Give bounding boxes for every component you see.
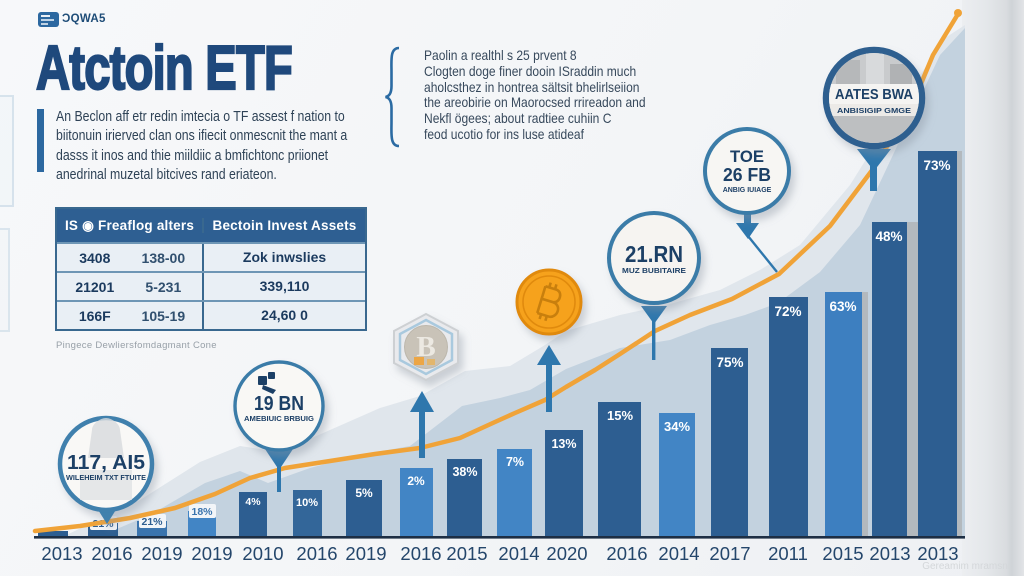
svg-text:38%: 38%	[452, 465, 477, 479]
svg-text:72%: 72%	[774, 304, 801, 319]
svg-text:AMEBIUIC BRBUIG: AMEBIUIC BRBUIG	[244, 414, 314, 423]
svg-text:2016: 2016	[91, 543, 132, 564]
svg-text:2019: 2019	[345, 543, 386, 564]
svg-text:73%: 73%	[923, 158, 950, 173]
svg-text:4%: 4%	[245, 496, 261, 508]
svg-text:18%: 18%	[191, 506, 213, 518]
svg-text:2013: 2013	[917, 543, 958, 564]
svg-text:7%: 7%	[506, 455, 524, 469]
svg-text:B: B	[416, 331, 435, 363]
svg-text:AATES BWA: AATES BWA	[835, 87, 913, 103]
svg-text:26 FB: 26 FB	[723, 165, 771, 185]
svg-text:2017: 2017	[709, 543, 750, 564]
svg-text:2011: 2011	[768, 543, 808, 564]
svg-text:MUZ BUBITAIRE: MUZ BUBITAIRE	[622, 266, 686, 275]
svg-text:ANBIG IUIAGE: ANBIG IUIAGE	[723, 187, 772, 194]
svg-text:2016: 2016	[400, 543, 441, 564]
svg-text:21%: 21%	[141, 516, 163, 528]
svg-text:2019: 2019	[141, 543, 182, 564]
svg-text:2016: 2016	[606, 543, 647, 564]
svg-text:19 BN: 19 BN	[254, 393, 304, 415]
svg-text:2%: 2%	[407, 474, 425, 488]
svg-text:34%: 34%	[664, 419, 690, 434]
svg-text:117, AI5: 117, AI5	[67, 452, 145, 474]
svg-text:2010: 2010	[242, 543, 283, 564]
svg-text:5%: 5%	[355, 486, 373, 500]
svg-text:75%: 75%	[716, 355, 743, 370]
svg-text:2019: 2019	[191, 543, 232, 564]
svg-text:15%: 15%	[607, 408, 633, 423]
svg-text:63%: 63%	[829, 299, 856, 314]
svg-text:2016: 2016	[296, 543, 337, 564]
svg-text:2015: 2015	[822, 543, 863, 564]
svg-text:TOE: TOE	[730, 147, 764, 166]
svg-text:WILEHEIM TXT FTUITE: WILEHEIM TXT FTUITE	[66, 473, 146, 482]
svg-text:10%: 10%	[296, 497, 318, 509]
svg-text:2015: 2015	[446, 543, 487, 564]
svg-text:48%: 48%	[875, 229, 902, 244]
svg-text:21.RN: 21.RN	[625, 241, 683, 267]
svg-text:2014: 2014	[658, 543, 699, 564]
svg-text:2020: 2020	[546, 543, 587, 564]
svg-text:2014: 2014	[498, 543, 539, 564]
svg-text:2013: 2013	[869, 543, 910, 564]
svg-text:2013: 2013	[41, 543, 82, 564]
svg-text:ANBISIGIP GMGE: ANBISIGIP GMGE	[837, 106, 911, 115]
svg-text:13%: 13%	[551, 437, 576, 451]
